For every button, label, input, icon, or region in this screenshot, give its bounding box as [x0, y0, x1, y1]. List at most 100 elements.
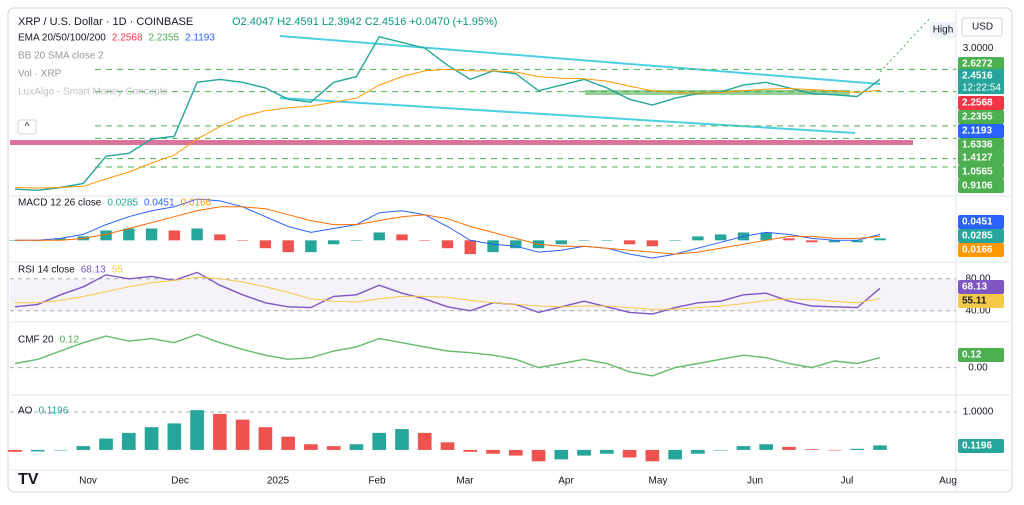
price-badge [958, 280, 1004, 294]
histogram-bar [760, 232, 772, 241]
histogram-bar [713, 449, 728, 451]
indicator-legend: AO [18, 406, 33, 417]
indicator-legend: MACD 12 26 close [18, 198, 102, 209]
histogram-bar [259, 240, 272, 249]
histogram-bar [622, 449, 637, 458]
histogram-bar [783, 238, 795, 241]
badge-label: 1.0565 [962, 167, 993, 178]
histogram-bar [213, 413, 227, 450]
y-tick-label: 40.00 [965, 305, 990, 316]
badge-label: 0.12 [962, 350, 982, 361]
badge-label: 0.1196 [962, 441, 992, 452]
histogram-bar [395, 429, 409, 450]
zone [10, 140, 913, 145]
countdown-badge [958, 82, 1004, 94]
histogram-bar [373, 232, 385, 241]
histogram-bar [53, 449, 68, 451]
countdown: 12:22:54 [962, 83, 1001, 94]
price-badge [958, 348, 1004, 362]
histogram-bar [236, 240, 249, 241]
histogram-bar [30, 449, 45, 452]
histogram-bar [486, 449, 500, 454]
histogram-bar [463, 449, 478, 452]
histogram-bar [600, 449, 614, 454]
histogram-bar [554, 449, 569, 460]
histogram-bar [327, 240, 340, 245]
histogram-bar [190, 410, 204, 450]
ohlc: O2.4047 H2.4591 L2.3942 C2.4516 +0.0470 … [232, 16, 497, 28]
histogram-bar [349, 444, 364, 450]
price-badge [958, 124, 1004, 138]
price-badge [958, 439, 1004, 453]
histogram-bar [281, 436, 295, 450]
histogram-bar [372, 432, 387, 450]
currency-button[interactable] [961, 17, 1003, 37]
histogram-bar [827, 449, 842, 451]
badge-label: 68.13 [962, 282, 987, 293]
histogram-bar [692, 236, 704, 241]
collapse-button[interactable] [17, 119, 37, 135]
y-tick-label: 80.00 [965, 273, 990, 284]
channel-upper [279, 35, 881, 85]
legend-value: 0.12 [60, 335, 80, 346]
histogram-bar [350, 240, 363, 241]
histogram-bar [214, 234, 226, 241]
legend-value: 2.1193 [185, 33, 215, 44]
frame [7, 7, 1013, 493]
series-line [15, 276, 881, 310]
y-tick-label: 3.0000 [963, 43, 994, 54]
histogram-bar [8, 449, 22, 452]
series-line [14, 333, 881, 377]
price-badge [958, 243, 1004, 257]
badge-label: 2.4516 [962, 71, 993, 82]
indicator-legend: RSI 14 close [18, 265, 75, 276]
histogram-bar [258, 427, 273, 450]
histogram-bar [851, 240, 863, 243]
price-badge [958, 179, 1004, 193]
histogram-bar [601, 240, 613, 241]
histogram-bar [668, 449, 682, 460]
legend-value: 2.2355 [148, 33, 179, 44]
badge-label: 2.6272 [962, 59, 993, 70]
price-badge [958, 138, 1004, 152]
histogram-bar [441, 240, 454, 249]
histogram-bar [782, 446, 796, 450]
series-line [15, 198, 881, 259]
histogram-bar [828, 240, 841, 243]
x-tick-label: Jun [747, 476, 763, 487]
overlay-legend: LuxAlgo - Smart Money Concepts [18, 87, 168, 98]
series-line [14, 271, 881, 315]
legend-value: 0.0166 [181, 198, 212, 209]
histogram-bar [691, 449, 705, 454]
y-tick-label: 1.0000 [963, 407, 994, 418]
histogram-bar [759, 444, 774, 450]
histogram-bar [510, 240, 522, 249]
badge-label: 2.1193 [962, 126, 992, 137]
histogram-bar [191, 228, 203, 241]
symbol-title: XRP / U.S. Dollar · 1D · COINBASE [18, 16, 193, 28]
y-tick-label: 0.00 [968, 362, 988, 373]
channel-lower [279, 97, 856, 134]
histogram-bar [123, 228, 135, 241]
histogram-bar [646, 240, 659, 247]
x-tick-label: Aug [939, 476, 957, 487]
histogram-bar [577, 449, 591, 456]
histogram-bar [417, 432, 432, 450]
histogram-bar [873, 445, 887, 450]
histogram-bar [714, 234, 727, 241]
histogram-bar [487, 240, 499, 253]
price-badge [958, 151, 1004, 165]
badge-label: 2.2355 [962, 112, 993, 123]
histogram-bar [440, 442, 455, 450]
histogram-bar [145, 228, 158, 241]
legend-value: 0.0285 [107, 198, 138, 209]
x-tick-label: May [649, 476, 668, 487]
histogram-bar [167, 423, 182, 450]
indicator-legend: CMF 20 [18, 335, 54, 346]
histogram-bar [144, 427, 159, 450]
price-badge [958, 69, 1004, 83]
high-button[interactable] [930, 22, 956, 38]
legend-value: 68.13 [81, 265, 106, 276]
tv-logo: TV [18, 471, 39, 488]
